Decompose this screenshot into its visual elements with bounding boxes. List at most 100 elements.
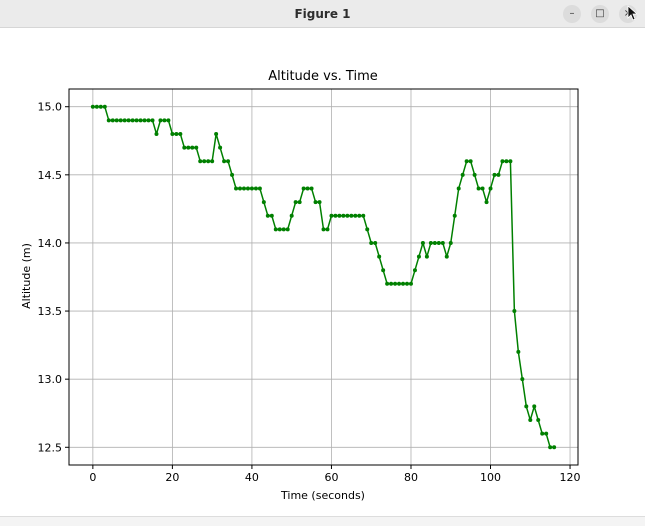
- altitude-data-point: [234, 186, 239, 191]
- altitude-data-point: [472, 172, 477, 177]
- altitude-data-point: [317, 200, 322, 205]
- maximize-button[interactable]: □: [591, 5, 609, 23]
- altitude-data-point: [524, 404, 529, 409]
- x-tick-label: 80: [404, 471, 418, 484]
- altitude-data-point: [285, 227, 290, 232]
- altitude-data-point: [504, 159, 509, 164]
- x-tick-label: 120: [560, 471, 581, 484]
- altitude-data-point: [98, 104, 103, 109]
- altitude-data-point: [198, 159, 203, 164]
- altitude-data-point: [222, 159, 227, 164]
- altitude-data-point: [154, 131, 159, 136]
- altitude-data-point: [206, 159, 211, 164]
- altitude-data-point: [313, 200, 318, 205]
- altitude-data-point: [138, 118, 143, 123]
- altitude-data-point: [540, 431, 545, 436]
- altitude-data-point: [432, 240, 437, 245]
- x-tick-label: 20: [165, 471, 179, 484]
- altitude-data-point: [544, 431, 549, 436]
- altitude-data-point: [273, 227, 278, 232]
- altitude-series-line: [92, 105, 555, 449]
- altitude-data-point: [393, 281, 398, 286]
- altitude-data-point: [436, 240, 441, 245]
- y-tick-label: 12.5: [38, 441, 63, 454]
- altitude-data-point: [170, 131, 175, 136]
- altitude-data-point: [134, 118, 139, 123]
- altitude-data-point: [305, 186, 310, 191]
- altitude-data-point: [269, 213, 274, 218]
- altitude-data-point: [130, 118, 135, 123]
- altitude-data-point: [245, 186, 250, 191]
- altitude-data-point: [146, 118, 151, 123]
- altitude-data-point: [202, 159, 207, 164]
- altitude-data-point: [468, 159, 473, 164]
- altitude-data-point: [385, 281, 390, 286]
- altitude-data-point: [297, 200, 302, 205]
- altitude-data-point: [265, 213, 270, 218]
- altitude-data-point: [194, 145, 199, 150]
- minimize-button[interactable]: –: [563, 5, 581, 23]
- altitude-data-point: [361, 213, 366, 218]
- altitude-data-point: [520, 377, 525, 382]
- x-tick-label: 0: [89, 471, 96, 484]
- altitude-data-point: [321, 227, 326, 232]
- altitude-data-point: [309, 186, 314, 191]
- altitude-data-point: [444, 254, 449, 259]
- altitude-chart: 0 20 40 60 80 100 12012.513.013.514.014.515.0 …: [20, 69, 581, 502]
- altitude-data-point: [94, 104, 99, 109]
- altitude-data-point: [293, 200, 298, 205]
- altitude-data-point: [226, 159, 231, 164]
- window-titlebar[interactable]: Figure 1 – □ ×: [0, 0, 645, 28]
- altitude-data-point: [381, 268, 386, 273]
- altitude-data-point: [182, 145, 187, 150]
- altitude-data-point: [365, 227, 370, 232]
- altitude-data-point: [257, 186, 262, 191]
- altitude-data-point: [333, 213, 338, 218]
- altitude-data-point: [401, 281, 406, 286]
- figure-canvas: 0 20 40 60 80 100 120 12.5 13.0 13.5 14.0 14.5 15.0 …: [0, 28, 645, 516]
- x-tick-label: 60: [324, 471, 338, 484]
- y-tick-label: 14.5: [38, 169, 63, 182]
- altitude-data-point: [508, 159, 513, 164]
- altitude-data-point: [516, 349, 521, 354]
- altitude-data-point: [480, 186, 485, 191]
- altitude-data-point: [408, 281, 413, 286]
- altitude-data-point: [428, 240, 433, 245]
- altitude-data-point: [190, 145, 195, 150]
- window-bottom-strip: [0, 516, 645, 526]
- altitude-data-point: [249, 186, 254, 191]
- altitude-data-point: [345, 213, 350, 218]
- altitude-data-point: [456, 186, 461, 191]
- altitude-data-point: [118, 118, 123, 123]
- altitude-data-point: [150, 118, 155, 123]
- altitude-data-point: [261, 200, 266, 205]
- altitude-data-point: [237, 186, 242, 191]
- altitude-data-point: [476, 186, 481, 191]
- altitude-data-point: [464, 159, 469, 164]
- altitude-data-point: [122, 118, 127, 123]
- altitude-data-point: [492, 172, 497, 177]
- altitude-data-point: [440, 240, 445, 245]
- altitude-data-point: [325, 227, 330, 232]
- altitude-data-point: [532, 404, 537, 409]
- x-axis-label: Time (seconds): [280, 489, 365, 502]
- altitude-data-point: [277, 227, 282, 232]
- altitude-data-point: [106, 118, 111, 123]
- altitude-data-point: [230, 172, 235, 177]
- altitude-data-point: [174, 131, 179, 136]
- altitude-data-point: [405, 281, 410, 286]
- altitude-data-point: [289, 213, 294, 218]
- altitude-data-point: [241, 186, 246, 191]
- altitude-data-point: [500, 159, 505, 164]
- plot-frame: [68, 88, 579, 466]
- mouse-cursor-icon: [627, 5, 637, 21]
- altitude-data-point: [126, 118, 131, 123]
- altitude-data-point: [218, 145, 223, 150]
- x-tick-label: 100: [480, 471, 501, 484]
- altitude-data-point: [424, 254, 429, 259]
- altitude-data-point: [369, 240, 374, 245]
- altitude-data-point: [484, 200, 489, 205]
- chart-series-layer: [90, 104, 557, 450]
- altitude-data-point: [329, 213, 334, 218]
- altitude-data-point: [528, 418, 533, 423]
